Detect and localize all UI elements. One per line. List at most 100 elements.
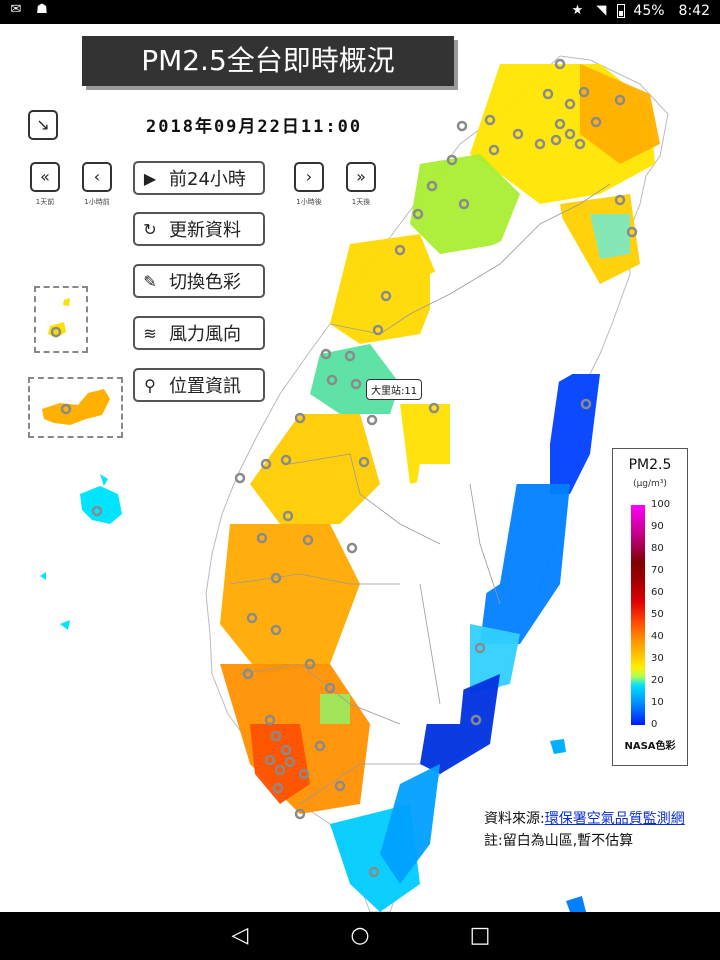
legend-color-bar — [631, 505, 645, 725]
station-marker[interactable] — [614, 94, 626, 106]
back-icon[interactable]: ◁ — [231, 923, 249, 948]
source-note: 註:留白為山區,暫不估算 — [484, 833, 634, 849]
station-marker[interactable] — [270, 572, 282, 584]
station-marker[interactable] — [446, 154, 458, 166]
station-marker[interactable] — [626, 226, 638, 238]
location-info-button[interactable]: ⚲ 位置資訊 — [133, 368, 265, 402]
mountain-area — [360, 584, 470, 724]
station-marker[interactable] — [394, 244, 406, 256]
station-marker[interactable] — [458, 198, 470, 210]
station-marker[interactable] — [358, 456, 370, 468]
station-marker[interactable] — [550, 134, 562, 146]
station-marker[interactable] — [326, 374, 338, 386]
station-marker[interactable] — [554, 118, 566, 130]
station-marker[interactable] — [270, 624, 282, 636]
legend-tick: 0 — [651, 719, 658, 730]
station-marker[interactable] — [256, 532, 268, 544]
station-marker[interactable] — [264, 714, 276, 726]
station-marker[interactable] — [324, 682, 336, 694]
home-icon[interactable]: ○ — [350, 923, 370, 948]
prev-24h-button[interactable]: ▶ 前24小時 — [133, 161, 265, 195]
recents-icon[interactable]: □ — [469, 923, 491, 948]
matsu-inset[interactable] — [34, 286, 88, 353]
station-marker[interactable] — [280, 454, 292, 466]
station-marker[interactable] — [346, 542, 358, 554]
station-marker[interactable] — [280, 744, 292, 756]
station-marker[interactable] — [344, 350, 356, 362]
pollution-area — [590, 214, 630, 259]
next-day-button[interactable]: » — [346, 162, 376, 192]
legend-scheme: NASA色彩 — [624, 741, 676, 752]
station-marker[interactable] — [564, 128, 576, 140]
pollution-area — [580, 64, 660, 164]
station-marker[interactable] — [412, 208, 424, 220]
double-chevron-left-icon: « — [40, 167, 50, 186]
prev-day-button[interactable]: « — [30, 162, 60, 192]
pollution-area — [220, 524, 360, 674]
station-markers[interactable] — [234, 58, 638, 878]
station-marker[interactable] — [372, 324, 384, 336]
station-marker[interactable] — [426, 180, 438, 192]
chevron-right-icon: › — [305, 167, 313, 186]
legend-tick: 20 — [651, 675, 664, 686]
station-marker[interactable] — [350, 378, 362, 390]
station-marker[interactable] — [614, 194, 626, 206]
station-marker[interactable] — [580, 398, 592, 410]
paint-brush-icon: ✎ — [143, 271, 157, 291]
station-marker[interactable] — [270, 730, 282, 742]
station-marker[interactable] — [428, 402, 440, 414]
station-marker[interactable] — [366, 414, 378, 426]
station-marker[interactable] — [380, 290, 392, 302]
station-marker[interactable] — [512, 128, 524, 140]
map-area[interactable] — [0, 24, 720, 912]
station-marker[interactable] — [534, 138, 546, 150]
collapse-panel-button[interactable]: ↘ — [28, 110, 58, 140]
prev-hour-button[interactable]: ‹ — [82, 162, 112, 192]
station-marker[interactable] — [484, 114, 496, 126]
kinmen-inset[interactable] — [28, 377, 123, 438]
station-marker[interactable] — [590, 116, 602, 128]
station-marker[interactable] — [264, 754, 276, 766]
station-marker[interactable] — [294, 412, 306, 424]
chevron-left-icon: ‹ — [93, 167, 101, 186]
wind-direction-label: 風力風向 — [169, 324, 241, 345]
station-marker[interactable] — [274, 764, 286, 776]
station-marker[interactable] — [272, 782, 284, 794]
refresh-data-button[interactable]: ↻ 更新資料 — [133, 212, 265, 246]
station-marker[interactable] — [578, 86, 590, 98]
station-marker[interactable] — [298, 768, 310, 780]
android-nav-bar: ◁ ○ □ — [0, 912, 720, 960]
station-marker[interactable] — [234, 472, 246, 484]
battery-icon — [617, 4, 626, 18]
switch-colors-button[interactable]: ✎ 切換色彩 — [133, 264, 265, 298]
station-marker[interactable] — [334, 780, 346, 792]
station-marker[interactable] — [488, 144, 500, 156]
station-marker[interactable] — [304, 658, 316, 670]
refresh-icon: ↻ — [143, 219, 157, 239]
station-marker[interactable] — [242, 668, 254, 680]
station-marker[interactable] — [246, 612, 258, 624]
source-link[interactable]: 環保署空氣品質監測網 — [544, 811, 685, 827]
station-marker[interactable] — [542, 88, 554, 100]
station-marker[interactable] — [368, 866, 380, 878]
station-marker[interactable] — [474, 642, 486, 654]
station-marker[interactable] — [456, 120, 468, 132]
station-marker[interactable] — [284, 756, 296, 768]
station-marker[interactable] — [320, 348, 332, 360]
station-marker[interactable] — [314, 740, 326, 752]
wind-direction-button[interactable]: ≋ 風力風向 — [133, 316, 265, 350]
station-marker[interactable] — [574, 138, 586, 150]
prev-24h-label: 前24小時 — [169, 169, 246, 190]
next-hour-button[interactable]: › — [294, 162, 324, 192]
station-marker[interactable] — [260, 458, 272, 470]
station-marker[interactable] — [302, 534, 314, 546]
double-chevron-right-icon: » — [356, 167, 366, 186]
taiwan-pm25-map[interactable] — [0, 24, 720, 912]
station-marker[interactable] — [294, 808, 306, 820]
station-marker[interactable] — [282, 510, 294, 522]
station-marker[interactable] — [564, 98, 576, 110]
station-marker[interactable] — [470, 714, 482, 726]
legend-title: PM2.5 — [628, 457, 672, 473]
station-marker[interactable] — [554, 58, 566, 70]
legend-tick: 40 — [651, 631, 664, 642]
